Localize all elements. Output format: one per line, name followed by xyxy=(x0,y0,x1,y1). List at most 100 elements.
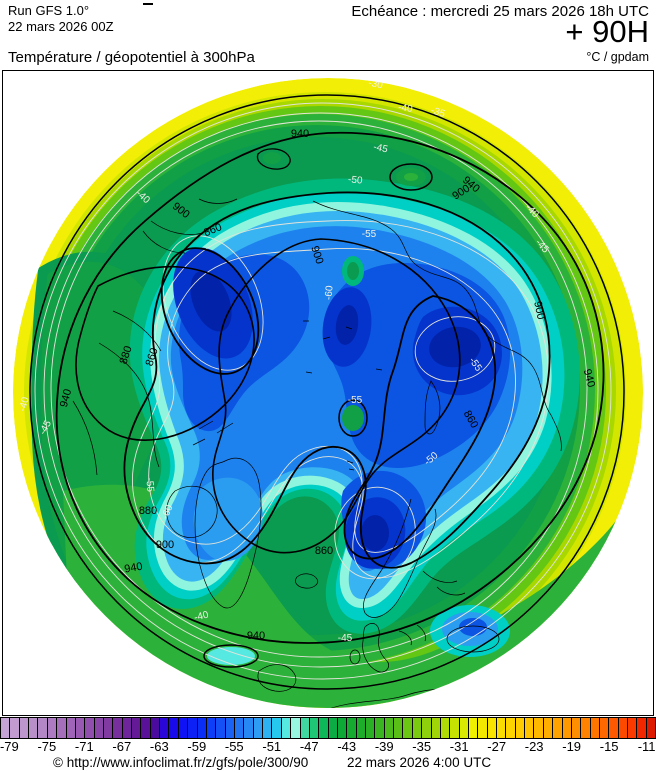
color-scale-cell xyxy=(411,718,422,738)
color-scale-cell xyxy=(327,718,337,738)
color-scale-tick-label: -63 xyxy=(149,739,169,754)
temperature-label: -55 xyxy=(348,395,363,406)
color-scale-cell xyxy=(140,718,150,738)
color-scale-cell xyxy=(168,718,178,738)
color-scale-cell xyxy=(383,718,394,738)
color-scale-cell xyxy=(524,718,534,738)
color-scale-cell xyxy=(299,718,309,738)
color-scale-tick-label: -79 xyxy=(0,739,19,754)
temperature-label: -40 xyxy=(397,102,413,115)
color-scale-cell xyxy=(74,718,85,738)
color-scale-cell xyxy=(215,718,225,738)
polar-map: 940 940 940 940 940 940 900 900 900 900 900 880 880 8… xyxy=(2,70,654,716)
color-scale-cell xyxy=(355,718,366,738)
copyright-url: © http://www.infoclimat.fr/z/gfs/pole/30… xyxy=(53,755,309,770)
geopotential-label: 900 xyxy=(531,300,547,320)
color-scale-tick-label: -39 xyxy=(374,739,394,754)
temperature-label: -35 xyxy=(585,197,603,215)
color-scale-cell xyxy=(1,718,10,738)
color-scale-cell xyxy=(280,718,291,738)
color-scale-cell xyxy=(636,718,646,738)
lead-time-label: + 90H xyxy=(565,14,649,49)
color-scale-cell xyxy=(65,718,75,738)
valid-time-label: Echéance : mercredi 25 mars 2026 18h UTC xyxy=(351,3,649,20)
color-scale-tick-label: -47 xyxy=(299,739,319,754)
color-scale-tick-label: -67 xyxy=(112,739,132,754)
color-scale-cell xyxy=(486,718,497,738)
color-scale-tick-label: -35 xyxy=(412,739,432,754)
run-date-label: 22 mars 2026 00Z xyxy=(8,19,114,34)
color-scale-cell xyxy=(84,718,94,738)
color-scale-cell xyxy=(308,718,319,738)
geopotential-contours xyxy=(29,94,625,690)
color-scale-cell xyxy=(318,718,328,738)
color-scale-cell xyxy=(196,718,206,738)
run-model-label: Run GFS 1.0° xyxy=(8,3,90,18)
color-scale-ticks: -79 -75 -71 -67 -63 -59 -55 -51 -47 -43 -39 -35 -31 -… xyxy=(0,739,656,756)
geopotential-label: 880 xyxy=(118,344,135,365)
temperature-label: -55 xyxy=(143,477,155,493)
color-scale-cell xyxy=(496,718,506,738)
color-scale-cell xyxy=(580,718,590,738)
generation-timestamp: 22 mars 2026 4:00 UTC xyxy=(347,755,492,770)
color-scale-cell xyxy=(252,718,263,738)
temperature-isolines xyxy=(34,102,612,680)
temperature-label: -35 xyxy=(429,105,447,120)
temperature-label: -40 xyxy=(193,609,210,623)
color-scale-cell xyxy=(262,718,272,738)
color-scale-tick-label: -27 xyxy=(487,739,507,754)
color-scale-cell xyxy=(290,718,300,738)
geopotential-label: 900 xyxy=(156,539,174,551)
color-scale-cell xyxy=(533,718,543,738)
color-scale-cell xyxy=(346,718,356,738)
temperature-label: -45 xyxy=(372,142,389,156)
temperature-label: -55 xyxy=(362,229,377,240)
geopotential-label: 860 xyxy=(315,545,333,557)
color-scale-cell xyxy=(271,718,281,738)
temperature-label: -45 xyxy=(338,633,353,644)
page-title: Température / géopotentiel à 300hPa xyxy=(8,49,255,66)
color-scale-cell xyxy=(402,718,412,738)
color-scale-cell xyxy=(514,718,525,738)
color-scale-tick-label: -11 xyxy=(637,739,656,754)
color-scale-cell xyxy=(93,718,103,738)
temperature-label: -60 xyxy=(160,503,176,521)
color-scale-tick-label: -19 xyxy=(562,739,582,754)
color-scale-tick-label: -51 xyxy=(262,739,282,754)
color-scale-cell xyxy=(121,718,132,738)
color-scale-tick-label: -71 xyxy=(74,739,94,754)
color-scale-cell xyxy=(477,718,487,738)
color-scale-cell xyxy=(112,718,122,738)
color-scale-cell xyxy=(589,718,599,738)
temperature-label: -40 xyxy=(17,396,31,413)
tick-artifact xyxy=(143,3,153,5)
color-scale-cell xyxy=(645,718,656,738)
color-scale-cell xyxy=(393,718,403,738)
color-scale-cell xyxy=(336,718,347,738)
color-scale-cell xyxy=(46,718,57,738)
color-scale-tick-label: -43 xyxy=(337,739,357,754)
color-scale-cell xyxy=(233,718,244,738)
temperature-shading xyxy=(13,78,643,708)
color-scale-cell xyxy=(421,718,431,738)
color-scale-cell xyxy=(131,718,141,738)
color-scale-cell xyxy=(552,718,562,738)
color-scale-cell xyxy=(439,718,450,738)
color-scale-tick-label: -75 xyxy=(37,739,57,754)
color-scale-cell xyxy=(608,718,618,738)
temperature-label: -60 xyxy=(323,285,335,301)
color-scale-cell xyxy=(374,718,384,738)
color-scale-cell xyxy=(505,718,515,738)
color-scale-cell xyxy=(458,718,468,738)
color-scale-cell xyxy=(224,718,234,738)
color-scale-cell xyxy=(102,718,113,738)
color-scale-cell xyxy=(56,718,66,738)
color-scale-cell xyxy=(617,718,628,738)
units-label: °C / gpdam xyxy=(586,50,649,64)
geopotential-label: 940 xyxy=(247,630,265,642)
temperature-label: -50 xyxy=(347,174,363,186)
color-scale-cell xyxy=(205,718,216,738)
color-scale-cell xyxy=(159,718,169,738)
color-scale-cell xyxy=(430,718,440,738)
geopotential-label: 860 xyxy=(144,346,161,367)
